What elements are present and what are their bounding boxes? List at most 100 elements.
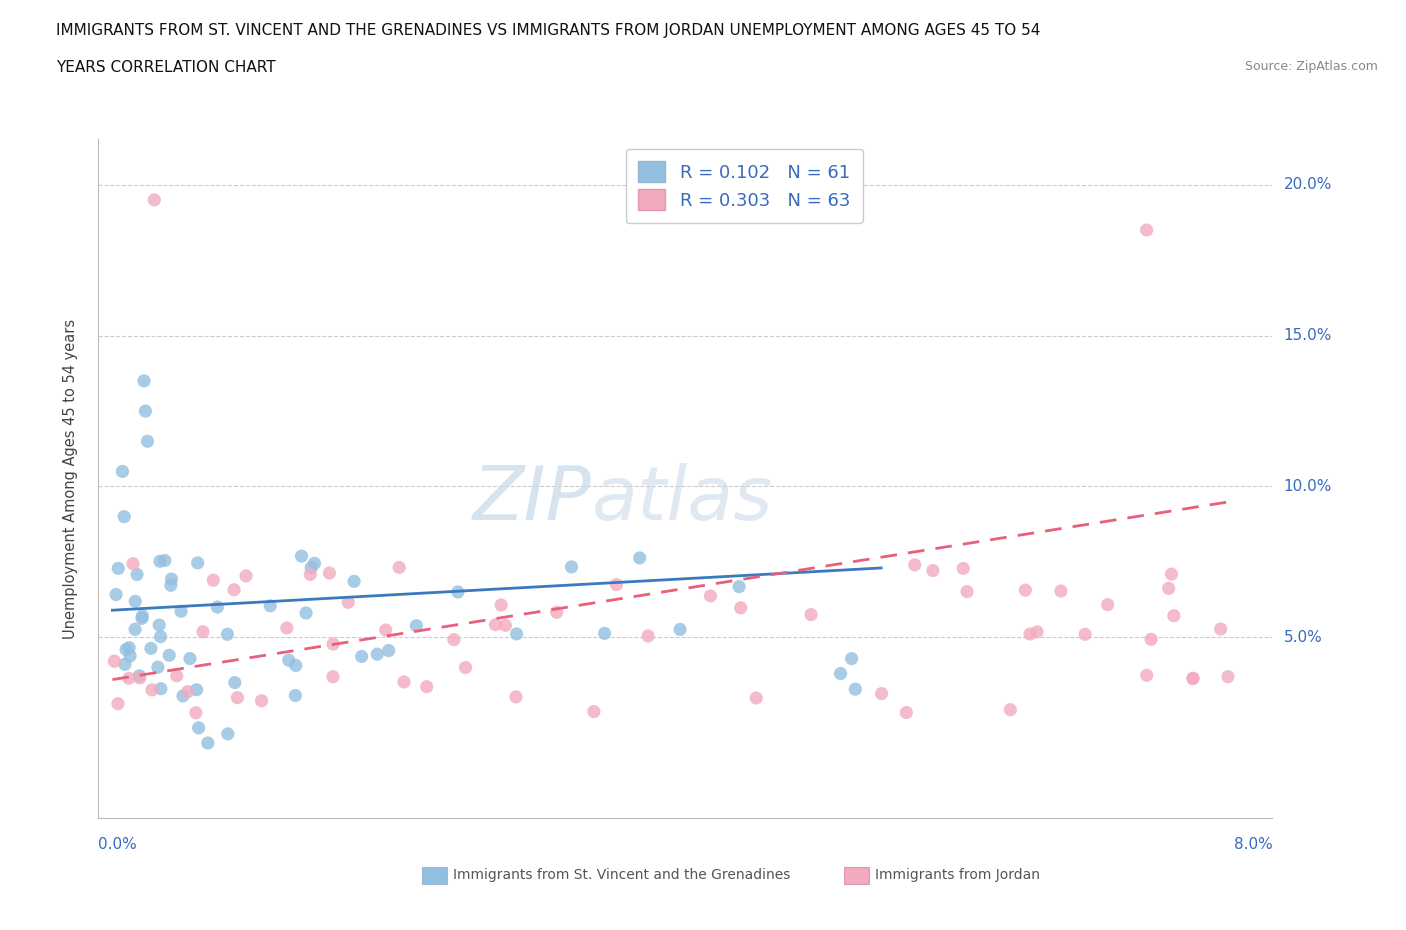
Point: [160, 572, 183, 587]
Point: [1160, 566, 1182, 581]
Y-axis label: Unemployment Among Ages 45 to 54 years: Unemployment Among Ages 45 to 54 years: [63, 319, 77, 639]
Point: [343, 574, 366, 589]
Text: Source: ZipAtlas.com: Source: ZipAtlas.com: [1244, 60, 1378, 73]
Point: [337, 595, 360, 610]
Legend: R = 0.102   N = 61, R = 0.303   N = 63: R = 0.102 N = 61, R = 0.303 N = 63: [626, 149, 863, 223]
Point: [105, 587, 128, 602]
Point: [284, 688, 307, 703]
Point: [405, 618, 427, 633]
Point: [118, 640, 141, 655]
Point: [416, 679, 439, 694]
Point: [191, 624, 214, 639]
Point: [112, 510, 135, 525]
Point: [489, 598, 512, 613]
Point: [160, 578, 183, 592]
Text: 0.0%: 0.0%: [98, 837, 138, 852]
Point: [1136, 668, 1159, 683]
Point: [800, 607, 823, 622]
Point: [1209, 621, 1232, 636]
Point: [148, 618, 170, 632]
Text: IMMIGRANTS FROM ST. VINCENT AND THE GRENADINES VS IMMIGRANTS FROM JORDAN UNEMPLO: IMMIGRANTS FROM ST. VINCENT AND THE GREN…: [56, 23, 1040, 38]
Point: [560, 560, 582, 575]
Point: [103, 654, 125, 669]
Point: [139, 641, 162, 656]
Point: [295, 605, 318, 620]
Point: [745, 691, 768, 706]
Point: [124, 622, 146, 637]
Point: [149, 630, 172, 644]
Point: [224, 582, 246, 597]
Text: 5.0%: 5.0%: [1284, 630, 1322, 644]
Point: [166, 669, 188, 684]
Point: [844, 682, 866, 697]
Point: [628, 551, 651, 565]
Point: [136, 433, 159, 448]
Point: [179, 651, 201, 666]
Point: [870, 686, 893, 701]
Point: [132, 374, 155, 389]
Point: [637, 629, 659, 644]
Point: [226, 690, 249, 705]
Point: [141, 683, 163, 698]
Point: [1181, 671, 1204, 685]
Point: [699, 589, 721, 604]
Point: [1026, 624, 1049, 639]
Point: [149, 554, 172, 569]
Point: [157, 648, 180, 663]
Text: YEARS CORRELATION CHART: YEARS CORRELATION CHART: [56, 60, 276, 75]
Point: [118, 671, 141, 685]
Point: [1163, 608, 1185, 623]
Point: [146, 659, 169, 674]
Point: [197, 736, 219, 751]
Point: [830, 666, 852, 681]
Point: [1014, 583, 1036, 598]
Point: [896, 705, 918, 720]
Point: [350, 649, 373, 664]
Point: [454, 660, 477, 675]
Point: [187, 555, 209, 570]
Text: ZIP: ZIP: [472, 463, 592, 536]
Point: [276, 620, 298, 635]
Point: [134, 404, 156, 418]
Point: [107, 561, 129, 576]
Point: [224, 675, 246, 690]
Point: [217, 627, 239, 642]
Point: [304, 556, 326, 571]
Point: [172, 688, 194, 703]
Point: [250, 693, 273, 708]
Point: [1097, 597, 1119, 612]
Point: [1000, 702, 1022, 717]
Point: [131, 608, 153, 623]
Point: [605, 578, 627, 592]
Point: [1140, 631, 1163, 646]
Point: [730, 601, 752, 616]
Point: [187, 721, 209, 736]
Text: 10.0%: 10.0%: [1284, 479, 1331, 494]
Point: [669, 622, 692, 637]
Point: [124, 594, 146, 609]
Point: [115, 642, 138, 657]
Point: [546, 604, 568, 619]
Point: [392, 674, 415, 689]
Point: [1074, 627, 1097, 642]
Point: [153, 553, 176, 568]
Point: [1216, 670, 1239, 684]
Text: Immigrants from Jordan: Immigrants from Jordan: [875, 868, 1039, 883]
Point: [952, 561, 974, 576]
Point: [125, 567, 148, 582]
Point: [582, 704, 605, 719]
Point: [217, 726, 239, 741]
Point: [114, 657, 136, 671]
Point: [841, 651, 863, 666]
Point: [1019, 627, 1042, 642]
Point: [593, 626, 616, 641]
Point: [184, 705, 207, 720]
Point: [290, 549, 312, 564]
Point: [284, 658, 307, 673]
Text: 20.0%: 20.0%: [1284, 178, 1331, 193]
Point: [318, 565, 340, 580]
Text: 15.0%: 15.0%: [1284, 328, 1331, 343]
Text: 8.0%: 8.0%: [1233, 837, 1272, 852]
Point: [1050, 584, 1073, 599]
Point: [904, 557, 927, 572]
